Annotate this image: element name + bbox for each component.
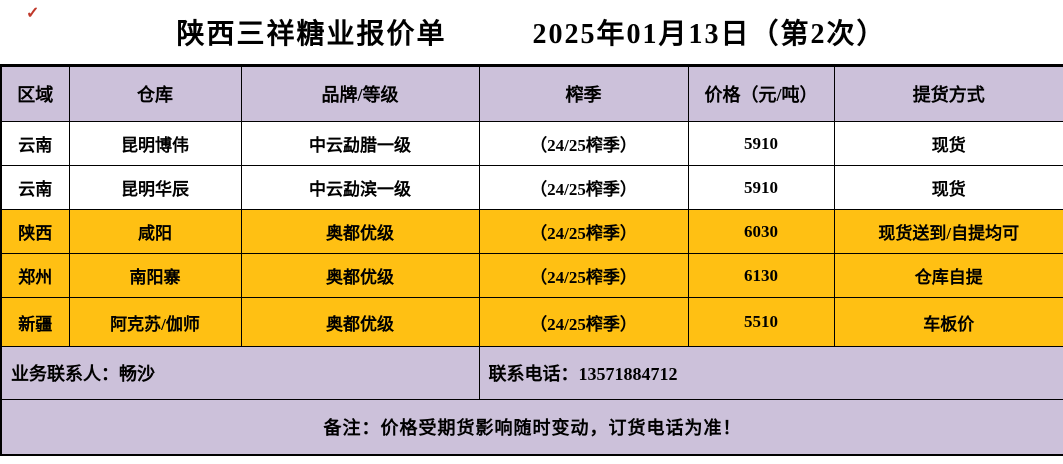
cell-warehouse: 南阳寨 [68,253,242,298]
cell-warehouse: 咸阳 [68,209,242,254]
cell-delivery: 车板价 [833,297,1063,347]
title-row: 陕西三祥糖业报价单 2025年01月13日（第2次） [0,0,1063,64]
contact-row: 业务联系人：畅沙 联系电话：13571884712 [0,346,1063,400]
table-row: 云南 昆明博伟 中云勐腊一级 （24/25榨季） 5910 现货 [0,121,1063,166]
cell-price: 5510 [687,297,835,347]
cell-region: 新疆 [0,297,70,347]
cell-region: 陕西 [0,209,70,254]
cell-season: （24/25榨季） [478,121,689,166]
price-table: 区域 仓库 品牌/等级 榨季 价格（元/吨） 提货方式 云南 昆明博伟 中云勐腊… [0,64,1063,456]
cell-region: 郑州 [0,253,70,298]
table-row-highlighted: 郑州 南阳寨 奥都优级 （24/25榨季） 6130 仓库自提 [0,253,1063,298]
cell-warehouse: 昆明博伟 [68,121,242,166]
contact-phone: 联系电话：13571884712 [478,346,1063,400]
cell-brand: 奥都优级 [240,209,480,254]
cell-delivery: 现货 [833,165,1063,210]
cell-price: 6030 [687,209,835,254]
header-delivery: 提货方式 [833,65,1063,122]
header-season: 榨季 [478,65,689,122]
header-brand-grade: 品牌/等级 [240,65,480,122]
page-title: 陕西三祥糖业报价单 [176,19,447,50]
note-row: 备注：价格受期货影响随时变动，订货电话为准！ [0,399,1063,456]
cell-season: （24/25榨季） [478,165,689,210]
cell-season: （24/25榨季） [478,209,689,254]
cell-price: 5910 [687,121,835,166]
remark-text: 备注：价格受期货影响随时变动，订货电话为准！ [0,399,1063,456]
cell-price: 5910 [687,165,835,210]
table-row: 云南 昆明华辰 中云勐滨一级 （24/25榨季） 5910 现货 [0,165,1063,210]
header-warehouse: 仓库 [68,65,242,122]
sales-contact: 业务联系人：畅沙 [0,346,480,400]
cell-season: （24/25榨季） [478,253,689,298]
cell-season: （24/25榨季） [478,297,689,347]
cell-warehouse: 阿克苏/伽师 [68,297,242,347]
cell-delivery: 现货 [833,121,1063,166]
cell-warehouse: 昆明华辰 [68,165,242,210]
cell-region: 云南 [0,121,70,166]
cell-brand: 奥都优级 [240,297,480,347]
cell-brand: 中云勐滨一级 [240,165,480,210]
table-row-highlighted: 陕西 咸阳 奥都优级 （24/25榨季） 6030 现货送到/自提均可 [0,209,1063,254]
red-check-mark: ✓ [26,5,40,22]
header-price: 价格（元/吨） [687,65,835,122]
quote-date: 2025年01月13日（第2次） [532,19,887,50]
table-row-highlighted: 新疆 阿克苏/伽师 奥都优级 （24/25榨季） 5510 车板价 [0,297,1063,347]
cell-region: 云南 [0,165,70,210]
table-header-row: 区域 仓库 品牌/等级 榨季 价格（元/吨） 提货方式 [0,65,1063,122]
cell-delivery: 现货送到/自提均可 [833,209,1063,254]
cell-price: 6130 [687,253,835,298]
cell-brand: 奥都优级 [240,253,480,298]
cell-brand: 中云勐腊一级 [240,121,480,166]
header-region: 区域 [0,65,70,122]
cell-delivery: 仓库自提 [833,253,1063,298]
